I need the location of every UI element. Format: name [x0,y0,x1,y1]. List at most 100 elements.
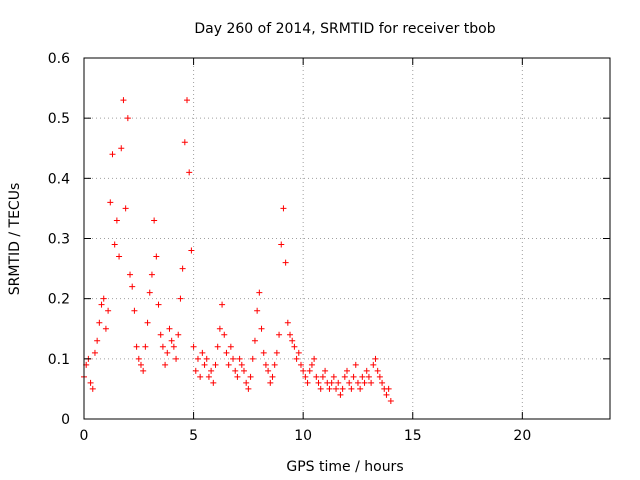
data-point [333,385,340,392]
data-point [249,355,256,362]
data-point [374,367,381,374]
data-point [265,367,272,374]
x-tick-label: 10 [294,428,312,444]
data-point [346,379,353,386]
data-point [142,343,149,350]
data-point [170,343,177,350]
data-point [96,319,103,326]
data-point [146,289,153,296]
data-point [157,331,164,338]
data-point [148,271,155,278]
data-point [341,373,348,380]
data-point [344,367,350,374]
y-tick-label: 0.2 [48,292,70,308]
data-point [282,259,289,266]
data-point [339,385,346,392]
data-point [313,373,320,380]
data-point [328,379,335,386]
y-tick-label: 0.3 [48,232,70,248]
data-point [284,319,291,326]
data-point [120,97,127,104]
data-point [376,373,383,380]
data-point [109,151,116,158]
data-point [179,265,186,272]
data-point [236,355,243,362]
data-point [240,367,247,374]
data-point [188,247,195,254]
data-point [269,373,276,380]
data-point [234,373,241,380]
data-point [245,385,252,392]
data-point [262,361,269,368]
data-point [100,295,107,302]
data-point [319,373,326,380]
data-point [133,343,140,350]
x-tick-label: 20 [513,428,531,444]
data-point [135,355,142,362]
data-point [221,331,228,338]
data-point [260,349,267,356]
data-point [208,367,215,374]
data-point [216,325,223,332]
data-point [113,217,120,224]
data-point [89,385,96,392]
grid-lines [84,58,610,419]
data-point [352,361,359,368]
data-point [186,169,193,176]
data-point [276,331,283,338]
data-point [155,301,162,308]
data-point [256,289,263,296]
data-point [212,361,219,368]
data-point [118,145,125,152]
data-point [243,379,250,386]
data-point [190,343,197,350]
data-point [87,379,94,386]
data-point [232,367,239,374]
data-point [297,361,304,368]
data-point [247,373,254,380]
axis-ticks [83,57,610,420]
data-point [238,361,245,368]
y-tick-label: 0.4 [48,171,70,187]
data-point [359,373,366,380]
y-tick-label: 0.5 [48,111,70,127]
data-point [219,301,226,308]
data-point [166,325,173,332]
data-point [368,379,375,386]
data-point [306,367,313,374]
data-point [361,379,368,386]
y-tick-label: 0 [61,412,70,428]
data-point [304,379,311,386]
chart-title: Day 260 of 2014, SRMTID for receiver tbo… [194,21,495,37]
data-point [227,343,234,350]
data-point [363,367,370,374]
y-axis-label: SRMTID / TECUs [7,183,23,296]
data-point [335,379,342,386]
data-point [102,325,109,332]
data-point [387,397,394,404]
data-point [124,115,131,122]
data-points [81,97,394,404]
data-point [293,355,300,362]
data-point [144,319,151,326]
data-point [175,331,182,338]
data-point [337,391,344,398]
data-point [129,283,136,290]
data-point [164,349,171,356]
data-point [98,301,105,308]
data-point [184,97,191,104]
data-point [131,307,138,314]
data-point [308,361,315,368]
data-point [107,199,114,206]
data-point [289,337,296,344]
data-point [291,343,298,350]
data-point [317,385,324,392]
data-point [151,217,158,224]
data-point [379,379,386,386]
data-point [192,367,199,374]
data-point [273,349,280,356]
data-point [173,355,180,362]
data-point [203,355,210,362]
data-point [140,367,147,374]
